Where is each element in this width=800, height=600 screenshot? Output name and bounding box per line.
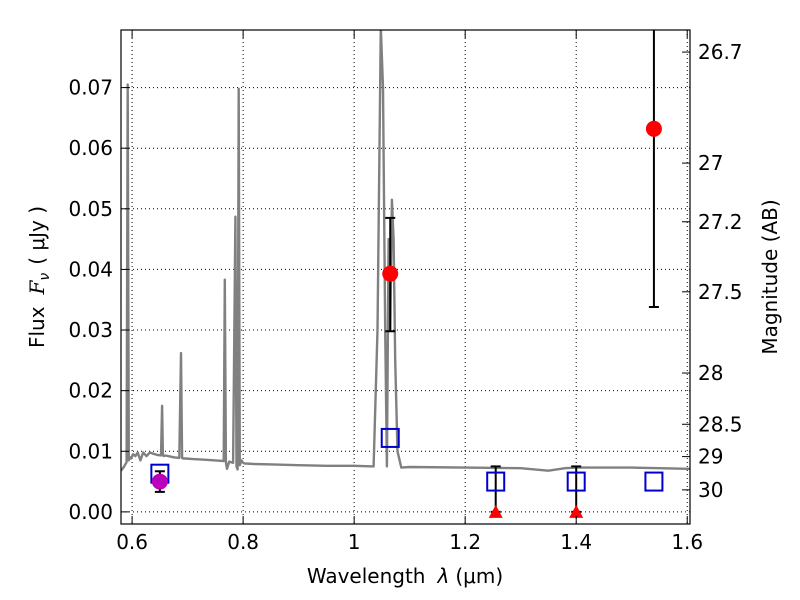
x-tick-label: 1.2 <box>449 530 481 554</box>
x-tick-label: 1.6 <box>671 530 703 554</box>
y-tick-label: 0.01 <box>68 439 113 463</box>
grid <box>121 30 690 524</box>
y-tick-label: 0.05 <box>68 197 113 221</box>
y-tick-label: 0.04 <box>68 257 113 281</box>
upper-limit-marker <box>488 504 503 518</box>
y2-axis-label: Magnitude (AB) <box>758 199 782 354</box>
y2-tick-label: 28 <box>698 361 723 385</box>
x-axis-label-unit: (μm) <box>455 564 503 588</box>
x-tick-label: 0.8 <box>227 530 259 554</box>
y-axis-label-unit: ( μJy ) <box>25 206 49 265</box>
axis-ticks: 0.6 0.8 1 1.2 1.4 1.6 0.00 0.01 0.02 0.03 0.04 0.05… <box>68 30 743 554</box>
y-tick-label: 0.07 <box>68 76 113 100</box>
model-point-marker <box>380 427 400 448</box>
y2-tick-label: 27.2 <box>698 210 743 234</box>
x-axis-label-prefix: Wavelength <box>307 564 426 588</box>
y-tick-label: 0.03 <box>68 318 113 342</box>
y2-tick-label: 30 <box>698 478 723 502</box>
x-axis-label-symbol: λ <box>437 564 450 588</box>
plot-frame <box>120 29 691 525</box>
upper-limit-marker <box>569 504 584 518</box>
detection-marker <box>645 120 662 137</box>
model-point-marker <box>566 471 586 492</box>
spectrum-line <box>121 30 690 472</box>
y-tick-label: 0.00 <box>68 500 113 524</box>
plot-area <box>121 30 690 472</box>
y2-tick-label: 26.7 <box>698 40 743 64</box>
x-tick-label: 0.6 <box>116 530 148 554</box>
y-axis-label: Flux Fν ( μJy ) <box>25 206 53 348</box>
model-point-marker <box>486 471 506 492</box>
y2-tick-label: 27.5 <box>698 280 743 304</box>
y2-tick-label: 28.5 <box>698 412 743 436</box>
y2-tick-label: 27 <box>698 151 723 175</box>
y-tick-label: 0.06 <box>68 136 113 160</box>
x-tick-label: 1 <box>348 530 361 554</box>
model-point-marker <box>644 471 664 492</box>
y-axis-label-symbol: F <box>25 279 49 295</box>
detection-marker <box>382 265 399 282</box>
y-axis-label-prefix: Flux <box>25 306 49 348</box>
detection-marker <box>151 473 168 490</box>
y-tick-label: 0.02 <box>68 379 113 403</box>
x-tick-label: 1.4 <box>560 530 592 554</box>
y-axis-label-subscript: ν <box>37 273 53 281</box>
x-axis-label: Wavelength λ (μm) <box>307 564 503 588</box>
y2-tick-label: 29 <box>698 445 723 469</box>
markers <box>150 30 664 518</box>
